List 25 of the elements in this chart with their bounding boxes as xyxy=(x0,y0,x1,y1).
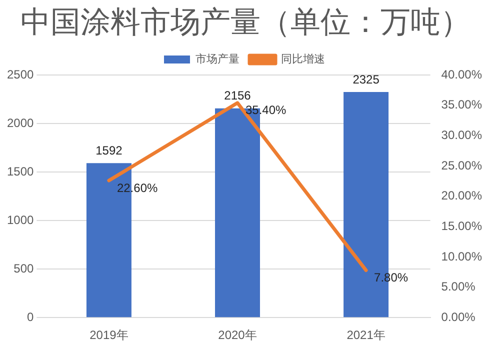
x-tick-label: 2019年 xyxy=(90,328,128,342)
y2-tick-label: 0.00% xyxy=(441,310,476,324)
y2-tick-label: 5.00% xyxy=(441,280,476,294)
y-tick-label: 2000 xyxy=(6,116,34,130)
x-tick-label: 2020年 xyxy=(218,328,257,342)
chart-title: 中国涂料市场产量（单位：万吨） xyxy=(20,4,472,42)
y-tick-label: 2500 xyxy=(6,67,34,82)
legend-label: 市场产量 xyxy=(196,52,240,66)
y2-tick-label: 35.00% xyxy=(441,98,482,112)
y-tick-label: 1500 xyxy=(6,164,34,178)
y-tick-label: 0 xyxy=(27,310,34,324)
x-tick-label: 2021年 xyxy=(346,328,386,342)
y2-tick-label: 10.00% xyxy=(441,249,482,264)
y2-tick-label: 40.00% xyxy=(441,67,482,82)
y-tick-label: 500 xyxy=(14,261,34,276)
data-label: 1592 xyxy=(96,143,123,158)
data-label: 2325 xyxy=(352,72,380,86)
y2-tick-label: 25.00% xyxy=(441,158,482,172)
y2-tick-label: 15.00% xyxy=(441,218,482,233)
y2-tick-label: 20.00% xyxy=(441,188,482,203)
data-label: 2156 xyxy=(224,88,252,103)
y-tick-label: 1000 xyxy=(6,212,34,227)
legend-label: 同比增速 xyxy=(281,52,325,66)
data-label: 35.40% xyxy=(246,103,287,118)
y2-tick-label: 30.00% xyxy=(441,128,482,142)
